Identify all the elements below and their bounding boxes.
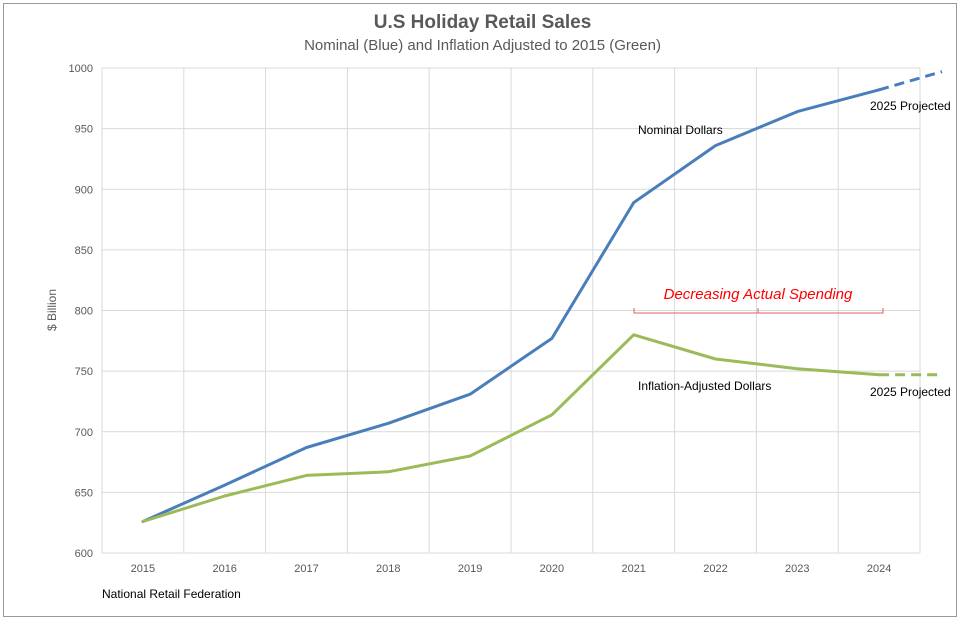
x-tick-label: 2023	[785, 563, 809, 575]
y-tick-label: 950	[75, 124, 93, 136]
y-tick-label: 700	[75, 427, 93, 439]
decreasing-bracket	[633, 308, 884, 314]
projected-label-adjusted: 2025 Projected	[870, 385, 951, 399]
nominal-dollars-label: Nominal Dollars	[638, 123, 723, 137]
decreasing-spending-label: Decreasing Actual Spending	[664, 286, 853, 303]
y-tick-label: 600	[75, 548, 93, 560]
series-line-nominal-dollars	[141, 88, 881, 523]
x-tick-label: 2018	[376, 563, 400, 575]
y-axis-label: $ Billion	[45, 289, 59, 331]
series-lines	[141, 70, 943, 523]
projection-line-nominal-dollars	[878, 70, 943, 92]
x-tick-label: 2017	[294, 563, 318, 575]
source-label: National Retail Federation	[102, 587, 241, 601]
x-tick-label: 2019	[458, 563, 482, 575]
x-tick-label: 2020	[540, 563, 564, 575]
series-line-inflation-adjusted-dollars	[141, 333, 881, 523]
y-tick-label: 800	[75, 306, 93, 318]
y-tick-label: 1000	[69, 63, 93, 75]
y-tick-label: 900	[75, 184, 93, 196]
x-tick-label: 2015	[131, 563, 155, 575]
x-tick-label: 2022	[703, 563, 727, 575]
inflation-adjusted-label: Inflation-Adjusted Dollars	[638, 379, 771, 393]
chart-title: U.S Holiday Retail Sales	[373, 12, 592, 33]
projected-label-nominal: 2025 Projected	[870, 99, 951, 113]
x-axis-ticks: 2015 2016 2017 2018 2019 2020 2021 2022 2023 2024	[131, 563, 892, 575]
y-tick-label: 650	[75, 487, 93, 499]
x-tick-label: 2024	[867, 563, 891, 575]
y-tick-label: 850	[75, 245, 93, 257]
gridlines	[101, 67, 921, 554]
x-tick-label: 2021	[621, 563, 645, 575]
y-tick-label: 750	[75, 366, 93, 378]
x-tick-label: 2016	[212, 563, 236, 575]
chart-subtitle: Nominal (Blue) and Inflation Adjusted to…	[304, 37, 661, 54]
y-axis-ticks: 600 650 700 750 800 850 900 950 1000	[69, 63, 93, 560]
